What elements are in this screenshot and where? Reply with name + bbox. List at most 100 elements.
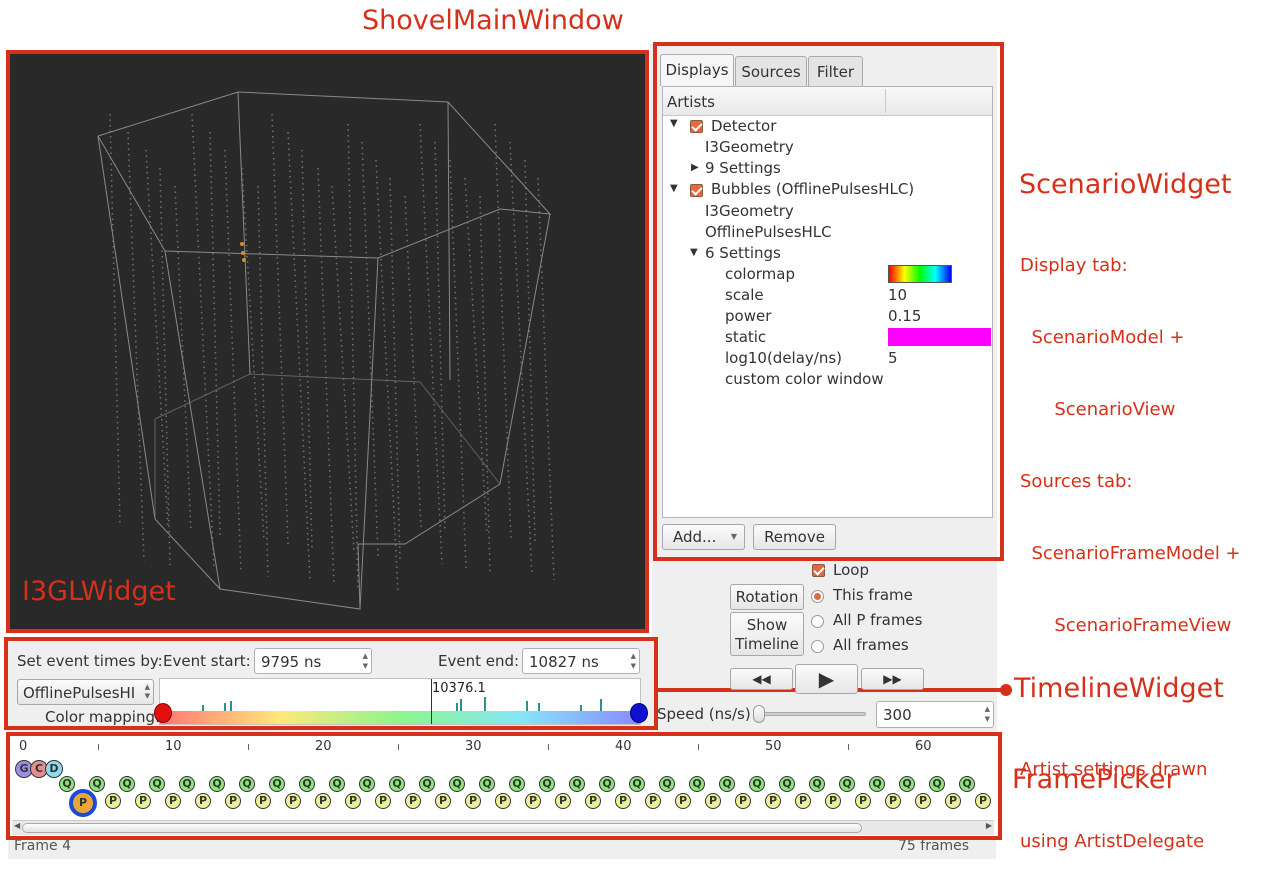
frame-p[interactable]: P — [615, 793, 631, 809]
frame-q[interactable]: Q — [539, 776, 555, 792]
frame-p[interactable]: P — [255, 793, 271, 809]
frame-p[interactable]: P — [975, 793, 991, 809]
tree-item-bubbles-settings[interactable]: 6 Settings — [705, 244, 781, 262]
radio-all-frames[interactable] — [811, 640, 824, 653]
expand-bubbles-settings-icon[interactable]: ▼ — [690, 247, 698, 258]
frame-p[interactable]: P — [375, 793, 391, 809]
event-start-input[interactable]: 9795 ns ▲ ▼ — [254, 648, 372, 674]
expand-detector-icon[interactable]: ▼ — [670, 118, 678, 129]
frame-q[interactable]: Q — [599, 776, 615, 792]
loop-checkbox[interactable] — [812, 564, 825, 577]
tree-item-detector[interactable]: Detector — [711, 117, 777, 135]
expand-detector-settings-icon[interactable]: ▶ — [691, 162, 699, 173]
frame-q[interactable]: Q — [449, 776, 465, 792]
frame-p[interactable]: P — [945, 793, 961, 809]
frame-q[interactable]: Q — [779, 776, 795, 792]
frame-p[interactable]: P — [105, 793, 121, 809]
frame-q[interactable]: Q — [149, 776, 165, 792]
event-end-input[interactable]: 10827 ns ▲ ▼ — [522, 648, 640, 674]
gl-viewport[interactable] — [10, 54, 645, 629]
frame-p[interactable]: P — [135, 793, 151, 809]
frame-scrollbar[interactable]: ◀ ▶ — [12, 820, 994, 835]
artists-tree[interactable]: Artists — [662, 86, 993, 518]
detector-checkbox[interactable] — [690, 120, 703, 133]
tree-item-bubbles[interactable]: Bubbles (OfflinePulsesHLC) — [711, 180, 915, 198]
frame-p[interactable]: P — [195, 793, 211, 809]
frame-p[interactable]: P — [525, 793, 541, 809]
frame-p[interactable]: P — [465, 793, 481, 809]
tab-filter[interactable]: Filter — [808, 56, 863, 86]
scroll-left-icon[interactable]: ◀ — [14, 821, 21, 830]
frame-q[interactable]: Q — [329, 776, 345, 792]
add-artist-button[interactable]: Add... ▼ — [662, 524, 745, 550]
frame-q[interactable]: Q — [479, 776, 495, 792]
frame-q[interactable]: Q — [629, 776, 645, 792]
frame-p[interactable]: P — [285, 793, 301, 809]
frame-p[interactable]: P — [435, 793, 451, 809]
tree-item-bubbles-pulses[interactable]: OfflinePulsesHLC — [705, 223, 832, 241]
frame-q[interactable]: Q — [239, 776, 255, 792]
frame-q[interactable]: Q — [869, 776, 885, 792]
frame-q[interactable]: Q — [569, 776, 585, 792]
frame-p[interactable]: P — [405, 793, 421, 809]
frame-p[interactable]: P — [885, 793, 901, 809]
bubbles-checkbox[interactable] — [690, 184, 703, 197]
tab-displays[interactable]: Displays — [660, 54, 734, 86]
tree-item-detector-settings[interactable]: 9 Settings — [705, 159, 781, 177]
setting-value-scale[interactable]: 10 — [888, 286, 908, 304]
frame-p[interactable]: P — [705, 793, 721, 809]
fast-forward-button[interactable]: ▶▶ — [861, 668, 924, 690]
time-cursor[interactable] — [431, 679, 432, 724]
radio-this-frame[interactable] — [811, 590, 824, 603]
frame-p[interactable]: P — [915, 793, 931, 809]
frame-q[interactable]: Q — [359, 776, 375, 792]
frame-p[interactable]: P — [855, 793, 871, 809]
source-select[interactable]: OfflinePulsesHI ▲ ▼ — [17, 679, 154, 705]
frame-q[interactable]: Q — [929, 776, 945, 792]
frame-q[interactable]: Q — [809, 776, 825, 792]
frame-q[interactable]: Q — [749, 776, 765, 792]
tree-item-bubbles-geometry[interactable]: I3Geometry — [705, 202, 794, 220]
scrollbar-thumb[interactable] — [22, 823, 862, 833]
frame-q[interactable]: Q — [689, 776, 705, 792]
setting-value-delay[interactable]: 5 — [888, 349, 898, 367]
frame-q[interactable]: Q — [659, 776, 675, 792]
colormap-swatch[interactable] — [888, 265, 952, 283]
show-timeline-button[interactable]: Show Timeline — [730, 612, 804, 656]
frame-p[interactable]: P — [735, 793, 751, 809]
play-button[interactable]: ▶ — [795, 664, 858, 694]
frame-p[interactable]: P — [345, 793, 361, 809]
speed-slider-handle[interactable] — [753, 705, 765, 723]
range-end-handle[interactable] — [630, 703, 648, 723]
frame-q[interactable]: Q — [419, 776, 435, 792]
speed-input[interactable]: 300 ▲ ▼ — [876, 701, 994, 728]
frame-p[interactable]: P — [315, 793, 331, 809]
frame-q[interactable]: Q — [719, 776, 735, 792]
frame-p[interactable]: P — [825, 793, 841, 809]
rewind-button[interactable]: ◀◀ — [730, 668, 793, 690]
frame-q[interactable]: Q — [59, 776, 75, 792]
expand-bubbles-icon[interactable]: ▼ — [670, 183, 678, 194]
frame-q[interactable]: Q — [899, 776, 915, 792]
frame-p[interactable]: P — [795, 793, 811, 809]
frame-p[interactable]: P — [765, 793, 781, 809]
radio-all-p-frames[interactable] — [811, 615, 824, 628]
frame-q[interactable]: Q — [119, 776, 135, 792]
frame-p[interactable]: P — [555, 793, 571, 809]
frame-q[interactable]: Q — [959, 776, 975, 792]
timeline-plot[interactable]: 10376.1 — [154, 678, 648, 725]
frame-p[interactable]: P — [675, 793, 691, 809]
scroll-right-icon[interactable]: ▶ — [985, 821, 992, 830]
range-start-handle[interactable] — [154, 703, 172, 723]
frame-q[interactable]: Q — [509, 776, 525, 792]
frame-p[interactable]: P — [225, 793, 241, 809]
frame-p[interactable]: P — [585, 793, 601, 809]
frame-p[interactable]: P — [495, 793, 511, 809]
frame-q[interactable]: Q — [389, 776, 405, 792]
frame-q[interactable]: Q — [269, 776, 285, 792]
frame-q[interactable]: Q — [179, 776, 195, 792]
frame-q[interactable]: Q — [839, 776, 855, 792]
remove-artist-button[interactable]: Remove — [753, 524, 836, 550]
frame-q[interactable]: Q — [299, 776, 315, 792]
